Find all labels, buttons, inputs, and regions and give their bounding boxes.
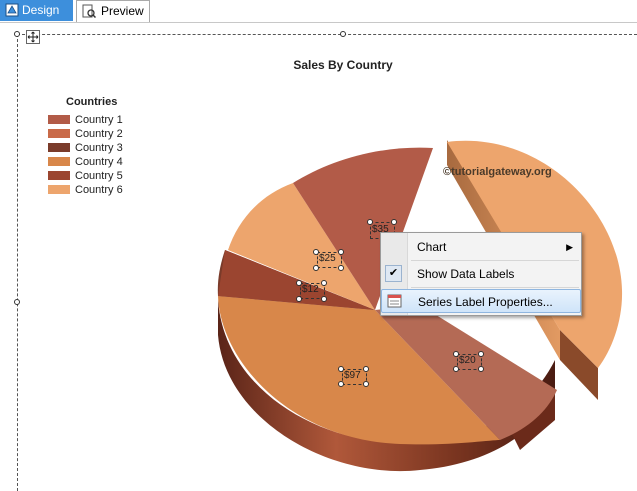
legend-label: Country 3 [75,142,123,154]
properties-icon [387,294,402,308]
legend-label: Country 6 [75,184,123,196]
preview-icon [82,4,96,18]
data-label-selection [342,369,367,385]
legend-swatch [48,129,70,138]
menu-separator [411,287,579,288]
legend-label: Country 5 [75,170,123,182]
pie-side [218,300,555,472]
checkmark-icon: ✔ [385,265,402,282]
resize-handle-top-left[interactable] [14,31,20,37]
data-label-selection [300,283,325,299]
watermark: ©tutorialgateway.org [443,166,552,178]
tab-preview-label: Preview [101,4,144,18]
legend-swatch [48,171,70,180]
data-label[interactable]: $97 [344,370,361,381]
tab-preview[interactable]: Preview [76,0,150,22]
menu-separator [411,260,579,261]
context-menu: Chart ▶ ✔ Show Data Labels Series Label … [380,232,582,316]
label-handle[interactable] [363,381,369,387]
label-handle[interactable] [478,366,484,372]
legend-title: Countries [66,96,118,108]
pie-slice-country-1[interactable] [293,147,433,310]
resize-handle-left[interactable] [14,299,20,305]
label-handle[interactable] [453,366,459,372]
legend-swatch [48,185,70,194]
legend-label: Country 1 [75,114,123,126]
menu-item-label: Show Data Labels [417,267,515,281]
label-handle[interactable] [313,265,319,271]
legend-label: Country 4 [75,156,123,168]
label-handle[interactable] [338,381,344,387]
legend-swatch [48,157,70,166]
menu-item-series-label-properties[interactable]: Series Label Properties... [381,289,581,313]
label-handle[interactable] [338,249,344,255]
data-label-selection [317,252,342,268]
move-icon[interactable] [26,30,40,44]
resize-handle-top[interactable] [340,31,346,37]
tab-bar: Design Preview [0,0,637,23]
submenu-arrow-icon: ▶ [566,242,573,252]
pie-slice-country-6-inner[interactable] [228,183,375,310]
menu-item-chart[interactable]: Chart ▶ [381,235,581,259]
label-handle[interactable] [321,296,327,302]
menu-item-show-data-labels[interactable]: ✔ Show Data Labels [381,262,581,286]
data-label-selection [457,354,482,370]
label-handle[interactable] [367,219,373,225]
label-handle[interactable] [391,219,397,225]
tab-design-label: Design [22,3,60,17]
design-icon [5,3,19,17]
legend-swatch [48,143,70,152]
pie-slice-country-2[interactable] [375,305,557,440]
label-handle[interactable] [363,366,369,372]
label-handle[interactable] [453,351,459,357]
legend-label: Country 2 [75,128,123,140]
chart-selection-border-top [17,34,637,35]
data-label[interactable]: $25 [319,253,336,264]
menu-item-label: Series Label Properties... [418,295,553,309]
label-handle[interactable] [338,366,344,372]
legend-swatch [48,115,70,124]
label-handle[interactable] [478,351,484,357]
label-handle[interactable] [296,280,302,286]
label-handle[interactable] [296,296,302,302]
pie-slice-country-4[interactable] [218,296,500,445]
label-handle[interactable] [313,249,319,255]
menu-item-label: Chart [417,240,447,254]
data-label[interactable]: $20 [459,355,476,366]
chart-selection-border-left [17,34,18,491]
chart-title: Sales By Country [293,58,393,72]
tab-design[interactable]: Design [0,0,73,21]
data-label[interactable]: $35 [372,224,389,235]
label-handle[interactable] [338,265,344,271]
pie-slice-exploded-side [560,330,598,400]
data-label[interactable]: $12 [302,284,319,295]
label-handle[interactable] [321,280,327,286]
